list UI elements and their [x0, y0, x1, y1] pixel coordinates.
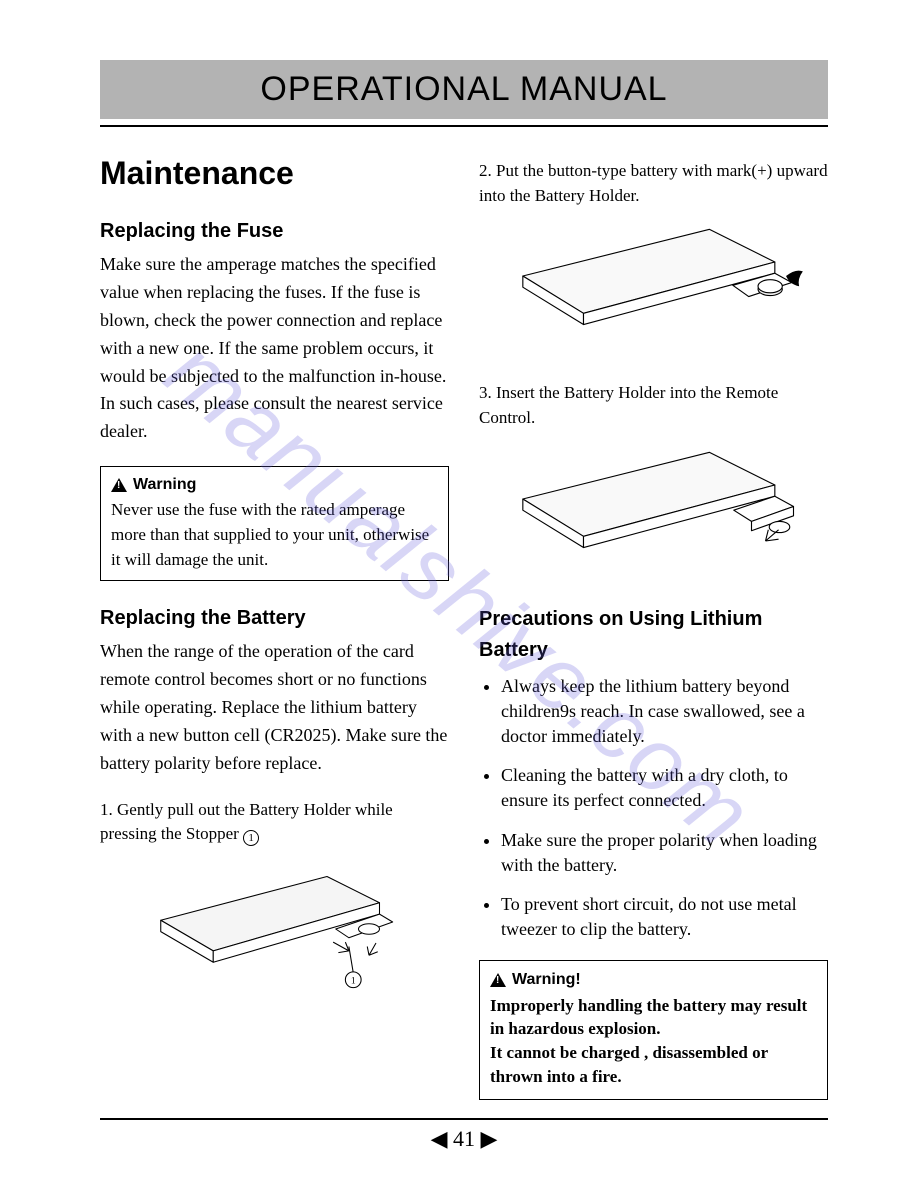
warning-label: Warning!: [490, 969, 817, 991]
warning-body-1: Improperly handling the battery may resu…: [490, 994, 817, 1042]
footer-rule: [100, 1118, 828, 1120]
warning-triangle-icon: [490, 973, 506, 987]
left-column: Maintenance Replacing the Fuse Make sure…: [100, 155, 449, 1100]
diagram-step1: 1: [100, 859, 449, 999]
arrow-left-icon: ◀: [431, 1126, 448, 1151]
header-rule: [100, 125, 828, 127]
body-battery: When the range of the operation of the c…: [100, 638, 449, 777]
precautions-list: Always keep the lithium battery beyond c…: [479, 674, 828, 943]
header-title: OPERATIONAL MANUAL: [100, 70, 828, 109]
subheading-fuse: Replacing the Fuse: [100, 220, 449, 243]
diagram-step2: [479, 220, 828, 360]
warning-label-text: Warning: [133, 473, 196, 496]
page-number: ◀ 41 ▶: [100, 1126, 828, 1152]
step-3: 3. Insert the Battery Holder into the Re…: [479, 381, 828, 430]
svg-text:1: 1: [351, 975, 356, 986]
page-number-value: 41: [453, 1126, 475, 1151]
section-heading-maintenance: Maintenance: [100, 155, 449, 192]
right-column: 2. Put the button-type battery with mark…: [479, 155, 828, 1100]
precaution-item: To prevent short circuit, do not use met…: [501, 892, 828, 942]
warning-body-2: It cannot be charged , disassembled or t…: [490, 1041, 817, 1089]
page-footer: ◀ 41 ▶: [100, 1118, 828, 1152]
warning-triangle-icon: [111, 478, 127, 492]
body-fuse: Make sure the amperage matches the speci…: [100, 251, 449, 446]
warning-body-fuse: Never use the fuse with the rated ampera…: [111, 498, 438, 572]
diagram-step3: [479, 443, 828, 583]
warning-label-text: Warning!: [512, 969, 581, 991]
warning-label: Warning: [111, 473, 438, 496]
warning-box-fuse: Warning Never use the fuse with the rate…: [100, 466, 449, 581]
subheading-battery: Replacing the Battery: [100, 607, 449, 630]
precaution-item: Cleaning the battery with a dry cloth, t…: [501, 763, 828, 813]
circled-1-icon: 1: [243, 830, 259, 846]
subheading-precautions: Precautions on Using Lithium Battery: [479, 604, 828, 666]
warning-box-battery: Warning! Improperly handling the battery…: [479, 960, 828, 1100]
step-1: 1. Gently pull out the Battery Holder wh…: [100, 798, 449, 847]
step-2: 2. Put the button-type battery with mark…: [479, 159, 828, 208]
arrow-right-icon: ▶: [481, 1126, 498, 1151]
precaution-item: Always keep the lithium battery beyond c…: [501, 674, 828, 750]
header-banner: OPERATIONAL MANUAL: [100, 60, 828, 119]
precaution-item: Make sure the proper polarity when loadi…: [501, 828, 828, 878]
